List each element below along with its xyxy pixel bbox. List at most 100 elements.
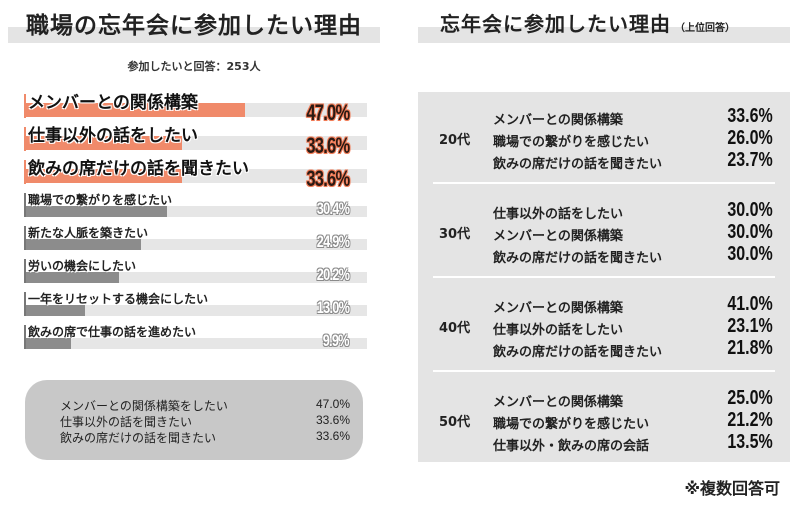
bar-tick bbox=[24, 160, 26, 184]
item-value: 23.1% bbox=[727, 315, 773, 337]
age-item: 仕事以外の話をしたい 30.0% bbox=[493, 199, 773, 222]
age-label: 30代 bbox=[439, 227, 471, 242]
summary-label: メンバーとの関係構築をしたい bbox=[60, 399, 228, 413]
bar-value: 13.0% bbox=[316, 298, 350, 317]
age-label: 20代 bbox=[439, 133, 471, 148]
bar-track bbox=[24, 272, 367, 283]
age-item: 飲みの席だけの話を聞きたい 21.8% bbox=[493, 337, 773, 360]
item-value: 33.6% bbox=[727, 105, 773, 127]
item-label: 仕事以外の話をしたい bbox=[493, 207, 624, 222]
bar-row: 仕事以外の話をしたい 33.6% bbox=[22, 123, 367, 158]
bar-value: 47.0% bbox=[305, 100, 350, 125]
bar-label: 仕事以外の話をしたい bbox=[28, 126, 198, 146]
right-title-note: （上位回答） bbox=[675, 23, 735, 34]
item-label: 飲みの席だけの話を聞きたい bbox=[493, 345, 663, 360]
item-label: メンバーとの関係構築 bbox=[493, 395, 623, 410]
item-value: 23.7% bbox=[727, 149, 773, 171]
bar-label: 飲みの席だけの話を聞きたい bbox=[28, 159, 249, 179]
bar-tick bbox=[24, 292, 26, 316]
bar-track bbox=[24, 136, 367, 150]
age-item: メンバーとの関係構築 30.0% bbox=[493, 221, 773, 244]
right-title-band bbox=[418, 27, 790, 43]
bar-label: 新たな人脈を築きたい bbox=[28, 226, 149, 240]
item-value: 41.0% bbox=[727, 293, 773, 315]
bar-value: 24.9% bbox=[316, 232, 350, 251]
bar-tick bbox=[24, 193, 26, 217]
left-title-band bbox=[8, 27, 380, 43]
age-item: 仕事以外の話をしたい 23.1% bbox=[493, 315, 773, 338]
bar-row: 一年をリセットする機会にしたい 13.0% bbox=[22, 288, 367, 320]
bar-label: 労いの機会にしたい bbox=[28, 259, 137, 273]
bar-track bbox=[24, 239, 367, 250]
bar-tick bbox=[24, 94, 26, 118]
bar-row: メンバーとの関係構築 47.0% bbox=[22, 90, 367, 125]
bar-fill bbox=[24, 206, 167, 217]
respondent-count: 参加したいと回答：253人 bbox=[127, 60, 261, 73]
item-value: 30.0% bbox=[727, 221, 773, 243]
bar-row: 飲みの席で仕事の話を進めたい 9.9% bbox=[22, 321, 367, 353]
footnote: ※複数回答可 bbox=[684, 479, 780, 498]
age-item: 職場での繋がりを感じたい 21.2% bbox=[493, 409, 773, 432]
item-label: 職場での繋がりを感じたい bbox=[493, 417, 650, 432]
bar-row: 職場での繋がりを感じたい 30.4% bbox=[22, 189, 367, 221]
summary-row: 飲みの席だけの話を聞きたい 33.6% bbox=[60, 429, 350, 445]
bar-value: 20.2% bbox=[316, 265, 350, 284]
age-breakdown-panel: 20代 メンバーとの関係構築 33.6% 職場での繋がりを感じたい 26.0% 飲み… bbox=[418, 92, 790, 462]
bar-fill bbox=[24, 103, 245, 117]
bar-value: 33.6% bbox=[305, 133, 350, 158]
item-value: 21.2% bbox=[727, 409, 773, 431]
bar-fill bbox=[24, 338, 71, 349]
bar-fill bbox=[24, 239, 141, 250]
bar-fill bbox=[24, 305, 85, 316]
bar-label: 一年をリセットする機会にしたい bbox=[28, 292, 209, 306]
bar-tick bbox=[24, 127, 26, 151]
item-label: 飲みの席だけの話を聞きたい bbox=[493, 157, 663, 172]
age-item: 職場での繋がりを感じたい 26.0% bbox=[493, 127, 773, 150]
summary-value: 33.6% bbox=[315, 413, 350, 427]
bar-value: 9.9% bbox=[322, 331, 350, 350]
age-item: 飲みの席だけの話を聞きたい 30.0% bbox=[493, 243, 773, 266]
bar-tick bbox=[24, 226, 26, 250]
bar-fill bbox=[24, 169, 182, 183]
summary-value: 47.0% bbox=[315, 397, 350, 411]
summary-row: メンバーとの関係構築をしたい 47.0% bbox=[60, 397, 350, 413]
bar-row: 飲みの席だけの話を聞きたい 33.6% bbox=[22, 156, 367, 191]
age-group-20s: 20代 メンバーとの関係構築 33.6% 職場での繋がりを感じたい 26.0% 飲み… bbox=[418, 92, 790, 184]
item-value: 13.5% bbox=[727, 431, 773, 453]
item-value: 30.0% bbox=[727, 243, 773, 265]
bar-tick bbox=[24, 325, 26, 349]
age-group-50s: 50代 メンバーとの関係構築 25.0% 職場での繋がりを感じたい 21.2% 仕事… bbox=[418, 374, 790, 466]
group-divider bbox=[433, 370, 775, 372]
bar-track bbox=[24, 305, 367, 316]
bar-tick bbox=[24, 259, 26, 283]
summary-value: 33.6% bbox=[315, 429, 350, 443]
bar-fill bbox=[24, 136, 182, 150]
bar-value: 30.4% bbox=[316, 199, 350, 218]
item-label: 職場での繋がりを感じたい bbox=[493, 135, 650, 150]
bar-track bbox=[24, 338, 367, 349]
left-chart-title: 職場の忘年会に参加したい理由 bbox=[26, 13, 362, 39]
bar-label: メンバーとの関係構築 bbox=[28, 93, 198, 113]
summary-box: メンバーとの関係構築をしたい 47.0% 仕事以外の話を聞きたい 33.6% 飲… bbox=[25, 380, 363, 460]
summary-label: 飲みの席だけの話を聞きたい bbox=[60, 431, 217, 445]
age-item: 飲みの席だけの話を聞きたい 23.7% bbox=[493, 149, 773, 172]
summary-label: 仕事以外の話を聞きたい bbox=[60, 415, 193, 429]
item-value: 30.0% bbox=[727, 199, 773, 221]
item-label: 飲みの席だけの話を聞きたい bbox=[493, 251, 663, 266]
bar-track bbox=[24, 206, 367, 217]
age-item: メンバーとの関係構築 41.0% bbox=[493, 293, 773, 316]
age-label: 50代 bbox=[439, 415, 471, 430]
age-item: メンバーとの関係構築 33.6% bbox=[493, 105, 773, 128]
age-item: メンバーとの関係構築 25.0% bbox=[493, 387, 773, 410]
bar-row: 労いの機会にしたい 20.2% bbox=[22, 255, 367, 287]
bar-row: 新たな人脈を築きたい 24.9% bbox=[22, 222, 367, 254]
item-label: 仕事以外・飲みの席の会話 bbox=[493, 439, 650, 454]
age-item: 仕事以外・飲みの席の会話 13.5% bbox=[493, 431, 773, 454]
item-label: メンバーとの関係構築 bbox=[493, 113, 623, 128]
item-value: 21.8% bbox=[727, 337, 773, 359]
bar-label: 飲みの席で仕事の話を進めたい bbox=[28, 325, 197, 339]
item-value: 25.0% bbox=[727, 387, 773, 409]
group-divider bbox=[433, 182, 775, 184]
item-label: メンバーとの関係構築 bbox=[493, 229, 623, 244]
right-title-text: 忘年会に参加したい理由 bbox=[440, 12, 671, 36]
